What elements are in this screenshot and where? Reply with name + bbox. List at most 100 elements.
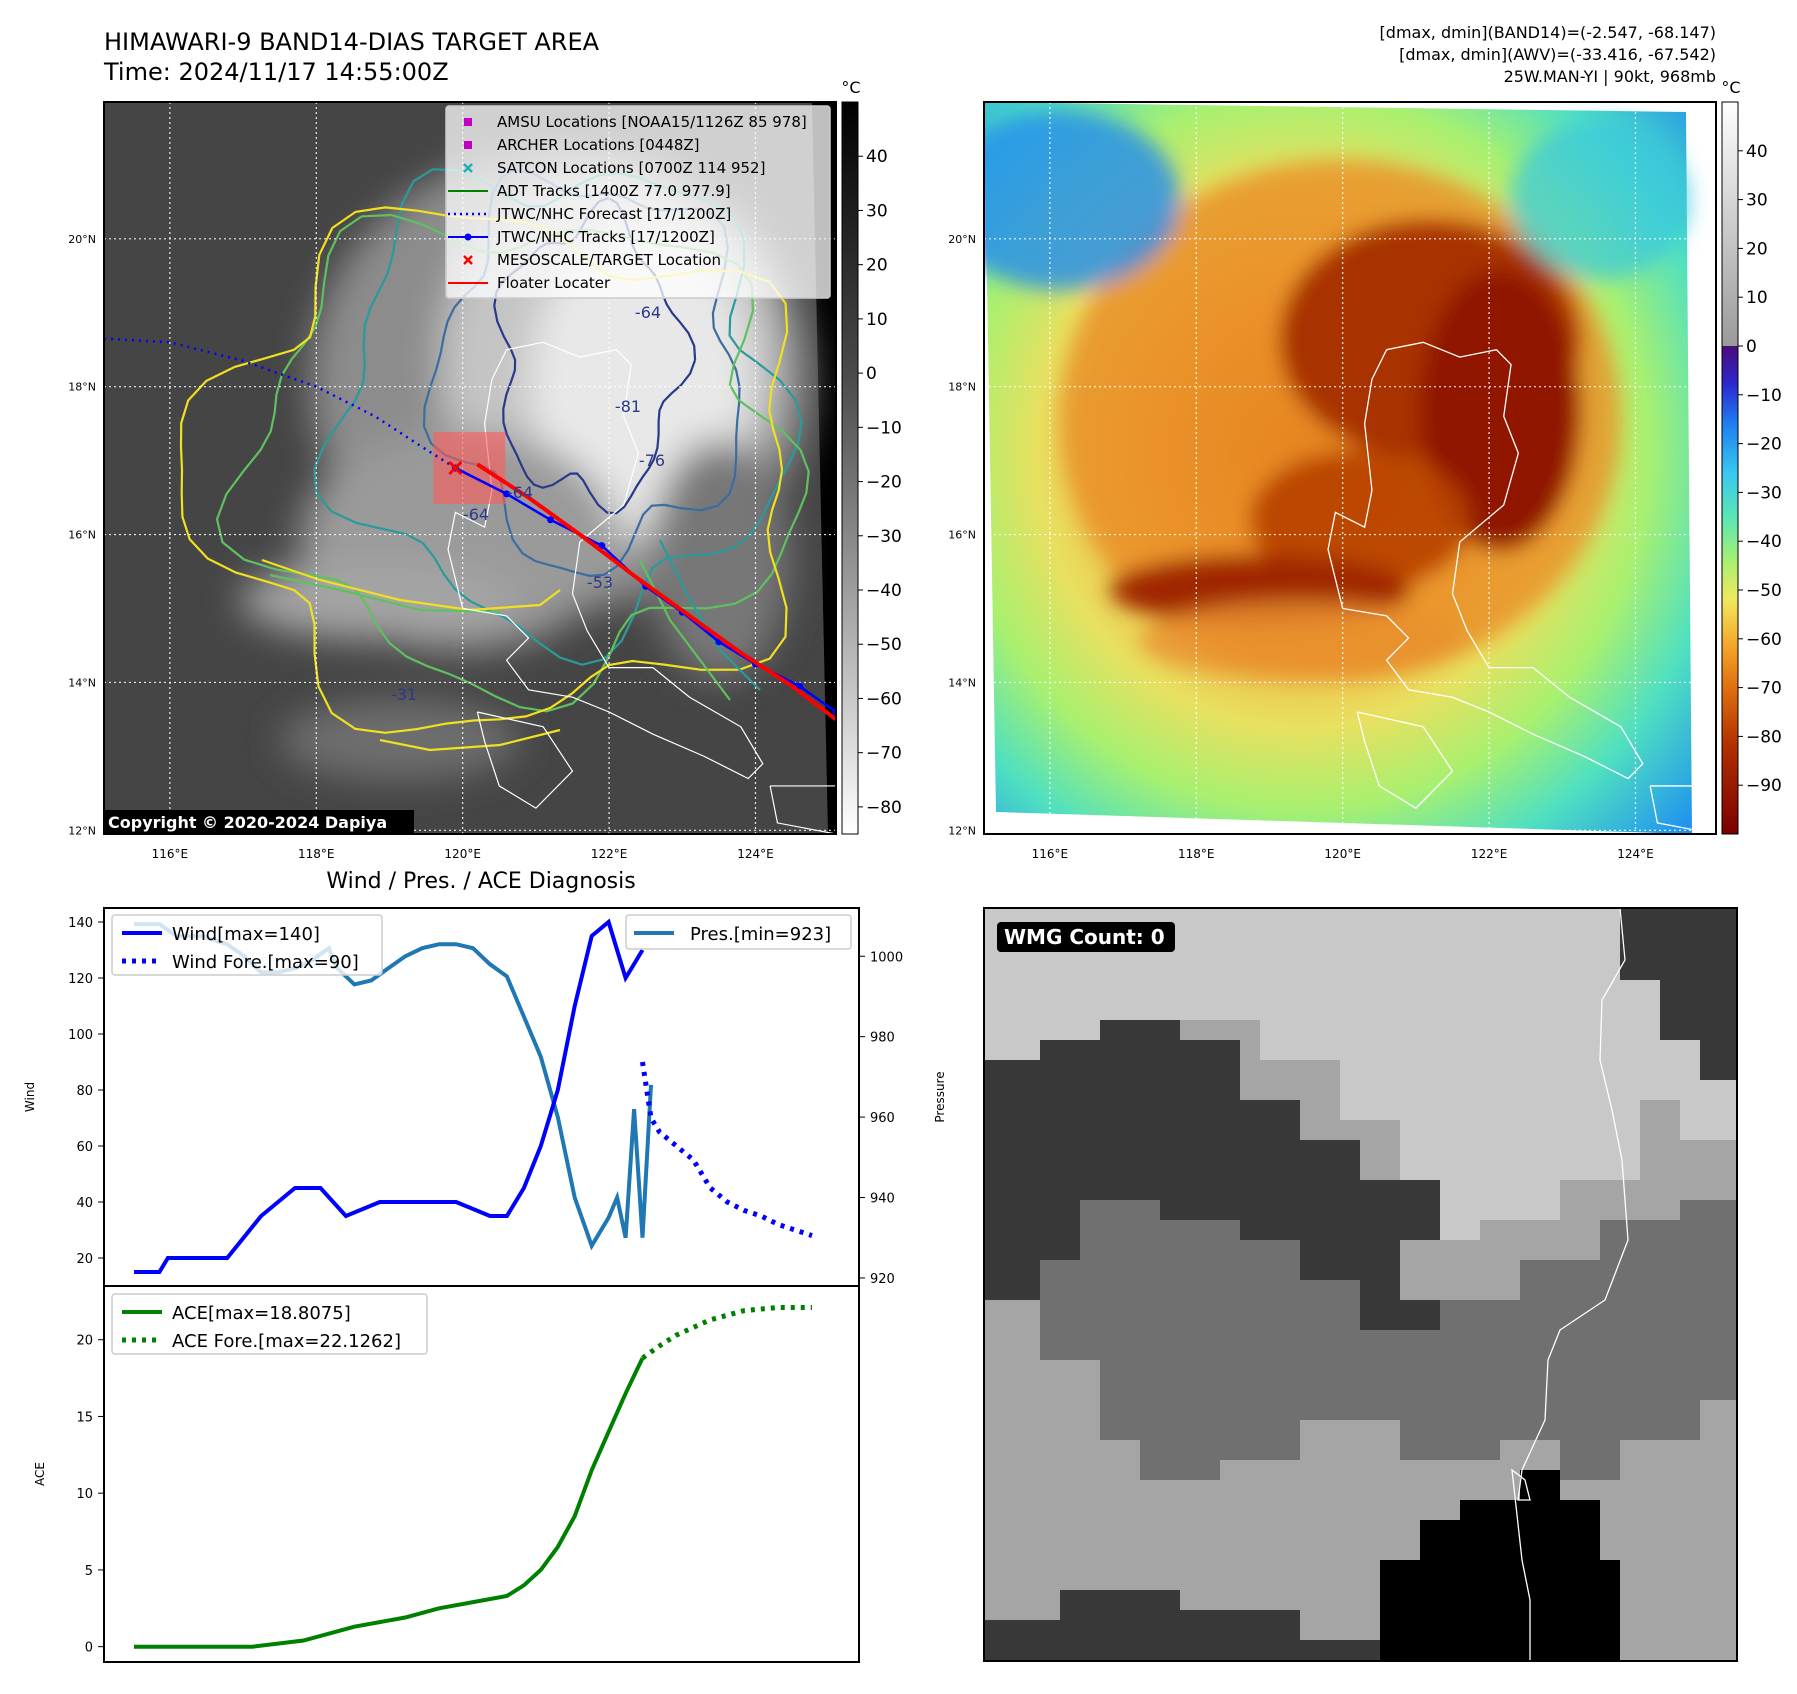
lon-tick-label: 120°E — [1324, 847, 1361, 861]
colorbar-tick-label: 10 — [866, 310, 888, 330]
wind-tick-label: 80 — [76, 1084, 93, 1099]
awv-colorbar-lower — [1722, 346, 1738, 834]
ir-colorbar-unit: °C — [841, 78, 860, 97]
colorbar-tick-label: −40 — [866, 581, 902, 601]
pressure-legend-box — [625, 914, 852, 950]
lat-tick-label: 12°N — [948, 824, 976, 837]
lon-tick-label: 124°E — [737, 847, 774, 861]
colorbar-tick-label: −10 — [1746, 386, 1782, 406]
wind-tick-label: 140 — [68, 916, 93, 931]
legend-entry-label: JTWC/NHC Forecast [17/1200Z] — [496, 205, 731, 223]
wind-legend: Wind[max=140] Wind Fore.[max=90] — [111, 914, 383, 976]
lat-tick-label: 14°N — [948, 676, 976, 689]
colorbar-tick-label: 30 — [866, 201, 888, 221]
target-location-marker — [448, 460, 463, 476]
ace-chart: 0 5 10 15 20 ACE ACE[max=18.8075] ACE Fore.[… — [33, 1285, 860, 1663]
lat-tick-label: 18°N — [948, 381, 976, 394]
awv-colorbar-unit: °C — [1721, 78, 1740, 97]
awv-axis-labels: 116°E 118°E 120°E 122°E 124°E 20°N 18°N 16°N 14°… — [948, 233, 1653, 861]
lat-tick-label: 20°N — [68, 233, 96, 246]
coastline-segment — [769, 785, 836, 834]
wmg-region-dark-right — [1620, 908, 1737, 1080]
lat-tick-label: 18°N — [68, 381, 96, 394]
ace-legend-label: ACE[max=18.8075] — [172, 1303, 351, 1324]
lat-tick-label: 20°N — [948, 233, 976, 246]
contour-label: -53 — [587, 573, 613, 592]
colorbar-tick-label: −10 — [866, 418, 902, 438]
wind-tick-label: 100 — [68, 1028, 93, 1043]
target-x-stroke — [448, 460, 463, 476]
awv-map-frame — [983, 101, 1717, 835]
awv-map-panel: 116°E 118°E 120°E 122°E 124°E 20°N 18°N 16°N 14°… — [948, 101, 1717, 861]
ace-legend-box — [111, 1293, 428, 1355]
best-track-point — [547, 516, 555, 524]
awv-coastline — [1327, 341, 1716, 834]
lon-tick-label: 116°E — [152, 847, 189, 861]
colorbar-tick-label: −50 — [866, 635, 902, 655]
ace-axis-ticks: 0 5 10 15 20 — [76, 1334, 104, 1656]
ace-series-line — [134, 1357, 645, 1649]
info-line2: [dmax, dmin](AWV)=(-33.416, -67.542) — [1399, 45, 1716, 64]
colorbar-tick-label: −60 — [866, 689, 902, 709]
info-line1: [dmax, dmin](BAND14)=(-2.547, -68.147) — [1380, 23, 1716, 42]
legend-entry-label: SATCON Locations [0700Z 114 952] — [497, 159, 765, 177]
wmg-region-dark — [984, 1020, 1440, 1330]
ir-axis-labels: 116°E 118°E 120°E 122°E 124°E 20°N 18°N 16°N 14°… — [68, 233, 773, 861]
contour-label: -64 — [463, 505, 489, 524]
contour-band — [379, 728, 561, 752]
legend-entry-label: MESOSCALE/TARGET Location — [497, 251, 721, 269]
wmg-badge-text: WMG Count: 0 — [1004, 925, 1165, 949]
colorbar-tick-label: −30 — [1746, 483, 1782, 503]
wmg-region-black — [1380, 1470, 1620, 1661]
wind-tick-label: 40 — [76, 1196, 93, 1211]
wind-pressure-chart: 20 40 60 80 100 120 140 920 940 960 980 1000 Wind … — [23, 907, 947, 1287]
lon-tick-label: 120°E — [444, 847, 481, 861]
info-line3: 25W.MAN-YI | 90kt, 968mb — [1504, 67, 1716, 86]
ace-forecast-legend-label: ACE Fore.[max=22.1262] — [172, 1331, 401, 1352]
ir-contours — [179, 168, 810, 752]
pressure-axis-ticks: 920 940 960 980 1000 — [859, 950, 903, 1287]
wmg-frame — [983, 907, 1738, 1662]
ace-tick-label: 5 — [85, 1564, 93, 1579]
lon-tick-label: 116°E — [1032, 847, 1069, 861]
ir-coastline — [447, 341, 836, 834]
lon-tick-label: 122°E — [591, 847, 628, 861]
diagnosis-title: Wind / Pres. / ACE Diagnosis — [326, 869, 635, 894]
colorbar-tick-label: −30 — [866, 527, 902, 547]
coastline-segment — [1649, 785, 1716, 834]
ir-colorbar: °C 40 30 20 10 0 −10 −20 −30 −40 −50 −60 −70 −80 — [841, 78, 902, 835]
legend-entry-label: Floater Locater — [497, 274, 611, 292]
wind-forecast-legend-label: Wind Fore.[max=90] — [172, 952, 359, 973]
ace-forecast-series-line — [641, 1305, 812, 1361]
legend-swatch-dot — [464, 233, 472, 241]
contour-label: -81 — [615, 397, 641, 416]
figure-title-line1: HIMAWARI-9 BAND14-DIAS TARGET AREA — [104, 28, 600, 56]
lat-tick-label: 16°N — [68, 529, 96, 542]
colorbar-tick-label: −40 — [1746, 532, 1782, 552]
wind-tick-label: 120 — [68, 972, 93, 987]
wmg-badge — [997, 922, 1175, 952]
lon-tick-label: 122°E — [1471, 847, 1508, 861]
ir-contour-labels: -81 -76 -64 -64 -64 -53 -31 — [391, 303, 665, 704]
ir-colorbar-ticks: 40 30 20 10 0 −10 −20 −30 −40 −50 −60 −70 −80 — [858, 147, 902, 818]
copyright-text: Copyright © 2020-2024 Dapiya — [108, 813, 387, 832]
colorbar-tick-label: 20 — [1746, 239, 1768, 259]
pressure-axis-label: Pressure — [933, 1071, 947, 1122]
wind-legend-box — [111, 914, 383, 976]
colorbar-tick-label: −20 — [866, 473, 902, 493]
pressure-legend: Pres.[min=923] — [625, 914, 852, 950]
lat-tick-label: 12°N — [68, 824, 96, 837]
awv-colorbar: °C 40 30 20 10 0 −10 −20 −30 −40 −50 −60 −70 −80 −90 — [1721, 78, 1782, 835]
pressure-tick-label: 1000 — [870, 950, 903, 965]
wind-tick-label: 20 — [76, 1252, 93, 1267]
pressure-tick-label: 920 — [870, 1272, 895, 1287]
wind-legend-label: Wind[max=140] — [172, 924, 320, 945]
pressure-tick-label: 940 — [870, 1192, 895, 1207]
legend-swatch-square — [464, 141, 472, 149]
ace-tick-label: 20 — [76, 1334, 93, 1349]
colorbar-tick-label: −70 — [1746, 679, 1782, 699]
wmg-panel: WMG Count: 0 — [983, 907, 1738, 1662]
ir-colorbar-bar — [841, 101, 859, 835]
colorbar-tick-label: 40 — [866, 147, 888, 167]
